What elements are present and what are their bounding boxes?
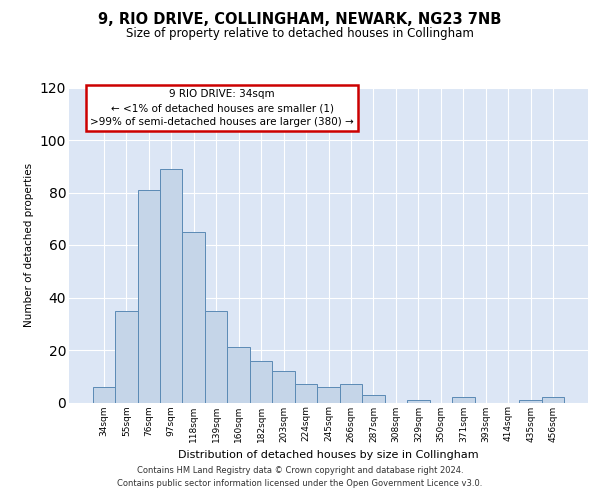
Y-axis label: Number of detached properties: Number of detached properties: [24, 163, 34, 327]
Bar: [115, 310, 137, 402]
Bar: [92, 387, 115, 402]
Bar: [452, 397, 475, 402]
Bar: [250, 360, 272, 403]
Bar: [520, 400, 542, 402]
Bar: [362, 394, 385, 402]
Text: Contains HM Land Registry data © Crown copyright and database right 2024.
Contai: Contains HM Land Registry data © Crown c…: [118, 466, 482, 487]
Bar: [137, 190, 160, 402]
Bar: [317, 387, 340, 402]
Text: 9, RIO DRIVE, COLLINGHAM, NEWARK, NG23 7NB: 9, RIO DRIVE, COLLINGHAM, NEWARK, NG23 7…: [98, 12, 502, 28]
Bar: [227, 348, 250, 403]
Bar: [272, 371, 295, 402]
Bar: [340, 384, 362, 402]
Bar: [295, 384, 317, 402]
Bar: [160, 169, 182, 402]
X-axis label: Distribution of detached houses by size in Collingham: Distribution of detached houses by size …: [178, 450, 479, 460]
Bar: [205, 310, 227, 402]
Bar: [407, 400, 430, 402]
Bar: [542, 397, 565, 402]
Bar: [182, 232, 205, 402]
Text: Size of property relative to detached houses in Collingham: Size of property relative to detached ho…: [126, 28, 474, 40]
Text: 9 RIO DRIVE: 34sqm
← <1% of detached houses are smaller (1)
>99% of semi-detache: 9 RIO DRIVE: 34sqm ← <1% of detached hou…: [90, 89, 354, 127]
